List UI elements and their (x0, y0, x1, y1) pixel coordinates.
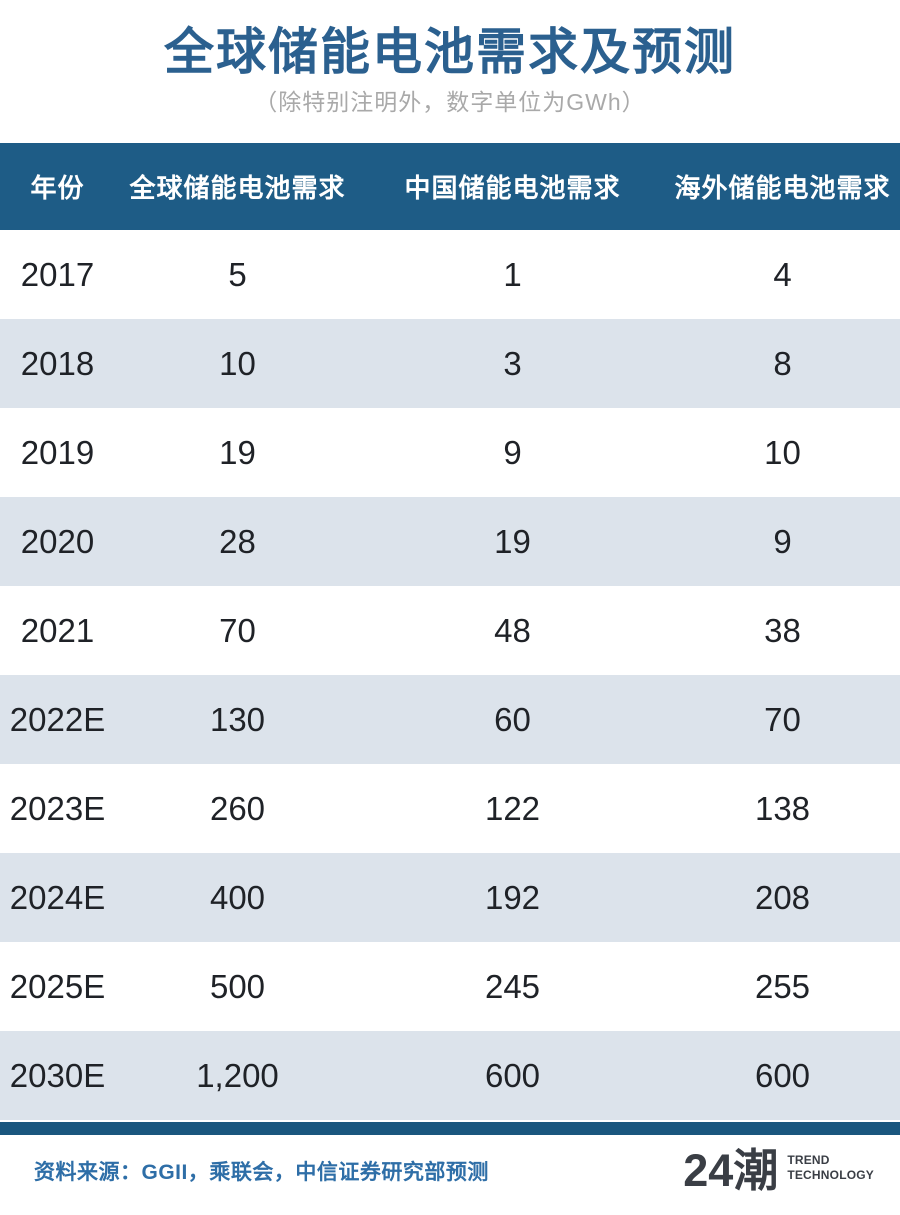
year-cell: 2023E (0, 764, 115, 853)
header-cell-year: 年份 (0, 143, 115, 230)
table-row-2018: 2018 10 3 8 (0, 319, 900, 408)
header-cell-china-demand: 中国储能电池需求 (360, 143, 665, 230)
table-row-2024e: 2024E 400 192 208 (0, 853, 900, 942)
year-cell: 2017 (0, 230, 115, 319)
china-value-cell: 192 (360, 853, 665, 942)
overseas-value-cell: 8 (665, 319, 900, 408)
brand-tagline-line2: TECHNOLOGY (787, 1168, 874, 1183)
china-value-cell: 3 (360, 319, 665, 408)
overseas-value-cell: 10 (665, 408, 900, 497)
global-value-cell: 28 (115, 497, 360, 586)
table-row-2023e: 2023E 260 122 138 (0, 764, 900, 853)
china-value-cell: 9 (360, 408, 665, 497)
page-subtitle: （除特别注明外，数字单位为GWh） (254, 89, 646, 115)
table-row-2020: 2020 28 19 9 (0, 497, 900, 586)
china-value-cell: 1 (360, 230, 665, 319)
table-row-2019: 2019 19 9 10 (0, 408, 900, 497)
global-value-cell: 19 (115, 408, 360, 497)
overseas-value-cell: 4 (665, 230, 900, 319)
brand-logo: 24潮 TREND TECHNOLOGY (683, 1146, 874, 1196)
china-value-cell: 122 (360, 764, 665, 853)
overseas-value-cell: 255 (665, 942, 900, 1031)
overseas-value-cell: 38 (665, 586, 900, 675)
global-value-cell: 70 (115, 586, 360, 675)
bottom-divider-bar (0, 1122, 900, 1135)
global-value-cell: 130 (115, 675, 360, 764)
year-cell: 2019 (0, 408, 115, 497)
table-row-2022e: 2022E 130 60 70 (0, 675, 900, 764)
header-cell-overseas-demand: 海外储能电池需求 (665, 143, 900, 230)
global-value-cell: 5 (115, 230, 360, 319)
demand-table: 年份 全球储能电池需求 中国储能电池需求 海外储能电池需求 2017 5 1 4… (0, 143, 900, 1120)
overseas-value-cell: 208 (665, 853, 900, 942)
source-note: 资料来源：GGII，乘联会，中信证券研究部预测 (34, 1161, 489, 1184)
global-value-cell: 10 (115, 319, 360, 408)
page-title: 全球储能电池需求及预测 (164, 24, 736, 80)
china-value-cell: 19 (360, 497, 665, 586)
overseas-value-cell: 138 (665, 764, 900, 853)
overseas-value-cell: 600 (665, 1031, 900, 1120)
brand-tagline-line1: TREND (787, 1153, 830, 1168)
china-value-cell: 48 (360, 586, 665, 675)
overseas-value-cell: 9 (665, 497, 900, 586)
china-value-cell: 60 (360, 675, 665, 764)
overseas-value-cell: 70 (665, 675, 900, 764)
global-value-cell: 260 (115, 764, 360, 853)
year-cell: 2021 (0, 586, 115, 675)
table-row-2030e: 2030E 1,200 600 600 (0, 1031, 900, 1120)
brand-tagline: TREND TECHNOLOGY (787, 1146, 874, 1183)
global-value-cell: 400 (115, 853, 360, 942)
year-cell: 2025E (0, 942, 115, 1031)
table-row-2021: 2021 70 48 38 (0, 586, 900, 675)
table-header-row: 年份 全球储能电池需求 中国储能电池需求 海外储能电池需求 (0, 143, 900, 230)
year-cell: 2022E (0, 675, 115, 764)
china-value-cell: 600 (360, 1031, 665, 1120)
table-row-2017: 2017 5 1 4 (0, 230, 900, 319)
brand-wordmark: 24潮 (683, 1145, 779, 1197)
title-block: 全球储能电池需求及预测 （除特别注明外，数字单位为GWh） (0, 0, 900, 143)
header-cell-global-demand: 全球储能电池需求 (115, 143, 360, 230)
china-value-cell: 245 (360, 942, 665, 1031)
year-cell: 2018 (0, 319, 115, 408)
footer: 资料来源：GGII，乘联会，中信证券研究部预测 24潮 TREND TECHNO… (0, 1135, 900, 1215)
year-cell: 2024E (0, 853, 115, 942)
global-value-cell: 500 (115, 942, 360, 1031)
year-cell: 2030E (0, 1031, 115, 1120)
table-row-2025e: 2025E 500 245 255 (0, 942, 900, 1031)
global-value-cell: 1,200 (115, 1031, 360, 1120)
year-cell: 2020 (0, 497, 115, 586)
